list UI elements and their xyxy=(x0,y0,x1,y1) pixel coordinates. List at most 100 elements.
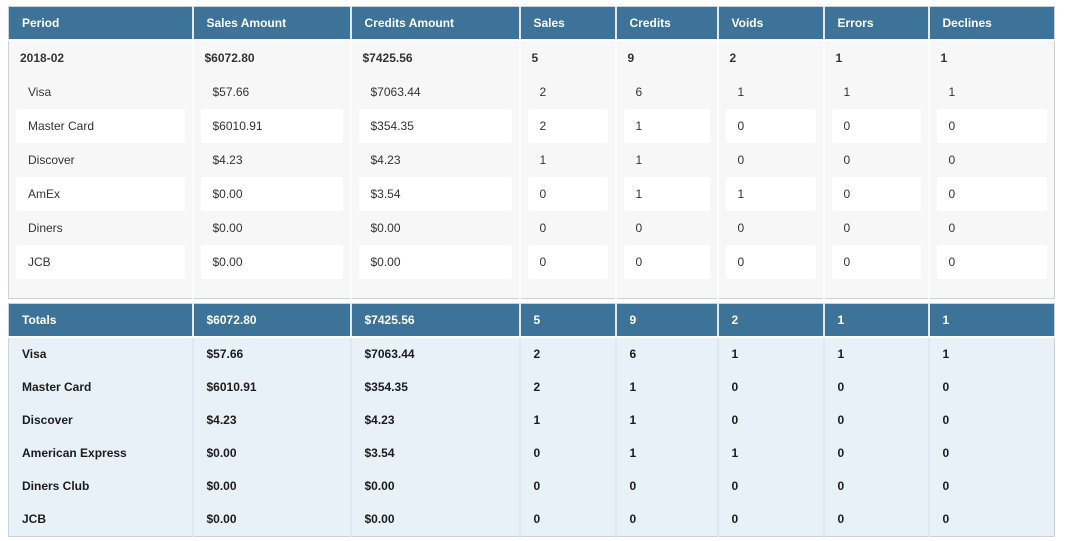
cell-voids: 1 xyxy=(716,336,824,371)
column-header-errors: Errors xyxy=(822,6,929,41)
cell-credits: 1 xyxy=(614,109,718,143)
row-label-cell: Master Card xyxy=(8,109,193,143)
period-breakdown-table: Period Sales Amount Credits Amount Sales… xyxy=(8,6,1055,299)
row-label: Master Card xyxy=(16,109,185,143)
totals-header-voids: 2 xyxy=(716,303,824,338)
row-label: American Express xyxy=(8,436,193,470)
cell-voids: 0 xyxy=(716,109,824,143)
table-row-master-card: Master Card $6010.91 $354.35 2 1 0 0 0 xyxy=(8,109,1055,143)
cell-declines: 1 xyxy=(927,336,1055,371)
totals-row-discover: Discover $4.23 $4.23 1 1 0 0 0 xyxy=(8,403,1055,437)
cell-declines: 0 xyxy=(927,469,1055,503)
cell-sales-amount: $4.23 xyxy=(191,403,351,437)
column-header-credits-amount: Credits Amount xyxy=(349,6,520,41)
totals-header-label: Totals xyxy=(8,303,193,338)
column-header-row: Period Sales Amount Credits Amount Sales… xyxy=(8,6,1055,41)
cell-errors: 1 xyxy=(822,40,929,75)
cell-credits: 0 xyxy=(614,502,718,536)
cell-errors: 1 xyxy=(822,75,929,109)
table-row-amex: AmEx $0.00 $3.54 0 1 1 0 0 xyxy=(8,177,1055,211)
column-header-sales: Sales xyxy=(518,6,616,41)
cell-credits: 0 xyxy=(614,245,718,279)
totals-header-credits: 9 xyxy=(614,303,718,338)
cell-voids: 0 xyxy=(716,403,824,437)
cell-voids: 0 xyxy=(716,469,824,503)
cell-declines: 0 xyxy=(927,436,1055,470)
row-label: Diners Club xyxy=(8,469,193,503)
cell-declines: 0 xyxy=(927,245,1055,279)
cell-sales: 2 xyxy=(518,370,616,404)
cell-errors: 0 xyxy=(822,469,929,503)
cell-errors: 0 xyxy=(822,177,929,211)
column-header-voids: Voids xyxy=(716,6,824,41)
cell-sales: 2 xyxy=(518,336,616,371)
row-label: Discover xyxy=(28,153,75,167)
cell-voids: 1 xyxy=(716,75,824,109)
cell-sales: 0 xyxy=(518,245,616,279)
totals-header-credits-amount: $7425.56 xyxy=(349,303,520,338)
totals-table: Totals $6072.80 $7425.56 5 9 2 1 1 Visa … xyxy=(8,302,1055,537)
totals-row-diners-club: Diners Club $0.00 $0.00 0 0 0 0 0 xyxy=(8,469,1055,503)
cell-voids: 2 xyxy=(716,40,824,75)
cell-sales-amount: $6010.91 xyxy=(191,370,351,404)
cell-declines: 0 xyxy=(927,143,1055,177)
cell-credits: 1 xyxy=(614,370,718,404)
cell-credits-amount: $4.23 xyxy=(349,143,520,177)
cell-credits-amount: $0.00 xyxy=(349,211,520,245)
cell-errors: 1 xyxy=(822,336,929,371)
spacer-row xyxy=(8,279,1055,298)
cell-credits-amount: $4.23 xyxy=(349,403,520,437)
cell-declines: 1 xyxy=(927,40,1055,75)
cell-credits-amount: $7063.44 xyxy=(349,336,520,371)
cell-sales: 0 xyxy=(518,436,616,470)
cell-declines: 0 xyxy=(927,502,1055,536)
cell-credits: 1 xyxy=(614,177,718,211)
totals-header-sales-amount: $6072.80 xyxy=(191,303,351,338)
totals-row-master-card: Master Card $6010.91 $354.35 2 1 0 0 0 xyxy=(8,370,1055,404)
row-label: Discover xyxy=(8,403,193,437)
totals-header-errors: 1 xyxy=(822,303,929,338)
cell-sales-amount: $57.66 xyxy=(191,336,351,371)
cell-sales-amount: $0.00 xyxy=(191,211,351,245)
cell-voids: 0 xyxy=(716,245,824,279)
cell-credits: 9 xyxy=(614,40,718,75)
row-label-cell: Visa xyxy=(8,75,193,109)
row-label-cell: Diners xyxy=(8,211,193,245)
totals-row-visa: Visa $57.66 $7063.44 2 6 1 1 1 xyxy=(8,336,1055,371)
cell-sales: 1 xyxy=(518,403,616,437)
cell-sales: 5 xyxy=(518,40,616,75)
cell-credits-amount: $354.35 xyxy=(349,370,520,404)
cell-sales-amount: $0.00 xyxy=(191,245,351,279)
cell-sales-amount: $6072.80 xyxy=(191,40,351,75)
cell-voids: 0 xyxy=(716,502,824,536)
row-label-cell: JCB xyxy=(8,245,193,279)
cell-credits: 6 xyxy=(614,336,718,371)
cell-errors: 0 xyxy=(822,502,929,536)
cell-declines: 1 xyxy=(927,75,1055,109)
cell-errors: 0 xyxy=(822,109,929,143)
cell-credits: 1 xyxy=(614,143,718,177)
row-label-cell: Discover xyxy=(8,143,193,177)
row-label: Visa xyxy=(28,85,52,99)
cell-credits-amount: $7063.44 xyxy=(349,75,520,109)
cell-voids: 0 xyxy=(716,143,824,177)
cell-sales: 2 xyxy=(518,109,616,143)
totals-row-american-express: American Express $0.00 $3.54 0 1 1 0 0 xyxy=(8,436,1055,470)
cell-sales: 0 xyxy=(518,502,616,536)
row-label: JCB xyxy=(16,245,185,279)
cell-errors: 0 xyxy=(822,245,929,279)
cell-credits: 0 xyxy=(614,469,718,503)
totals-row-jcb: JCB $0.00 $0.00 0 0 0 0 0 xyxy=(8,502,1055,536)
totals-header-declines: 1 xyxy=(927,303,1055,338)
cell-sales: 0 xyxy=(518,177,616,211)
column-header-sales-amount: Sales Amount xyxy=(191,6,351,41)
cell-declines: 0 xyxy=(927,177,1055,211)
cell-sales: 2 xyxy=(518,75,616,109)
cell-voids: 1 xyxy=(716,177,824,211)
cell-voids: 0 xyxy=(716,211,824,245)
cell-voids: 0 xyxy=(716,370,824,404)
row-label: Master Card xyxy=(8,370,193,404)
cell-credits: 1 xyxy=(614,436,718,470)
cell-sales: 0 xyxy=(518,469,616,503)
